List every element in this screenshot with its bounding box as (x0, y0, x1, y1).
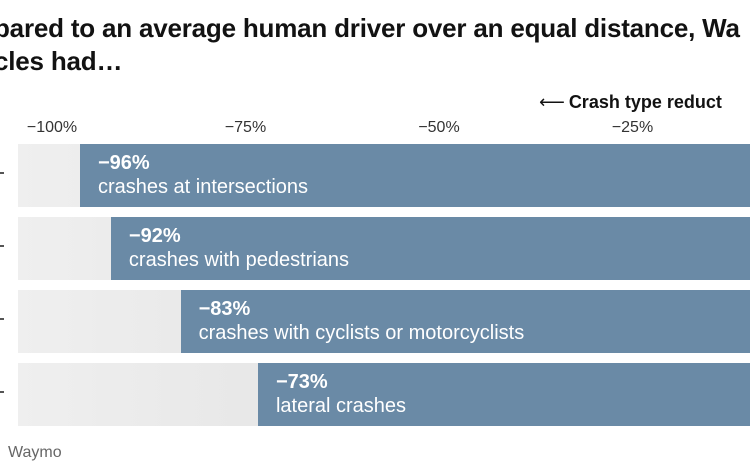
title-line-1: pared to an average human driver over an… (0, 13, 740, 43)
bar (180, 290, 750, 353)
row-marker (0, 391, 4, 393)
left-arrow-icon: ⟵ (539, 92, 565, 112)
bar-value-label: −92% (128, 225, 181, 247)
row-marker (0, 318, 4, 320)
bar-category-label: lateral crashes (275, 395, 407, 417)
bar-value-label: −73% (275, 371, 328, 393)
source-note: Waymo (8, 444, 62, 461)
bar (257, 363, 750, 426)
axis-label-text: Crash type reduct (568, 92, 722, 112)
title-line-2: cles had… (0, 46, 123, 76)
bar-category-label: crashes at intersections (97, 176, 309, 198)
axis-label: ⟵ Crash type reduct (539, 92, 722, 113)
chart-title: pared to an average human driver over an… (0, 12, 750, 78)
row-marker (0, 172, 4, 174)
x-tick-label: −75% (224, 119, 267, 136)
bar-value-label: −83% (198, 298, 251, 320)
x-tick-label: −50% (418, 119, 460, 136)
bar-category-label: crashes with pedestrians (128, 249, 350, 271)
row-marker (0, 245, 4, 247)
bar (79, 144, 750, 207)
x-tick-label: −100% (26, 119, 78, 136)
bar-category-label: crashes with cyclists or motorcyclists (198, 322, 525, 344)
bar-value-label: −96% (97, 152, 150, 174)
bar (110, 217, 750, 280)
x-tick-label: −25% (611, 119, 654, 136)
